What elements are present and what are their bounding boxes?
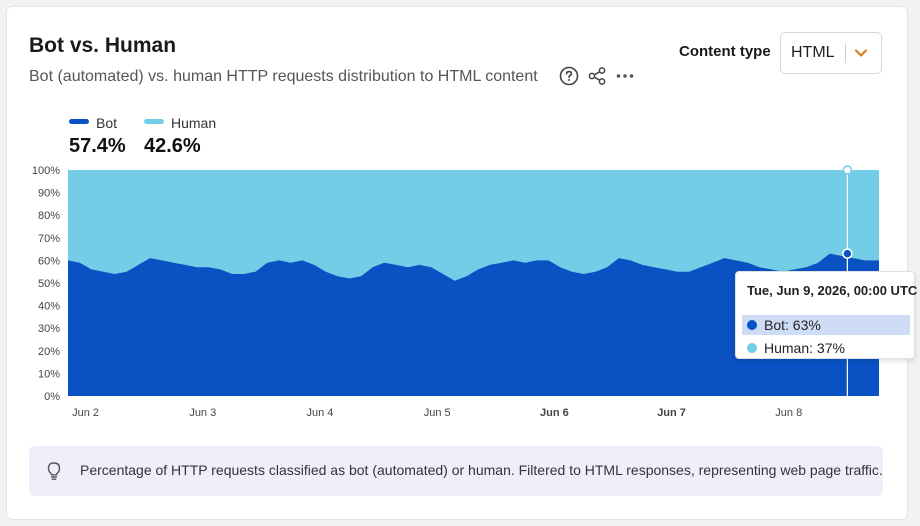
question-circle-icon[interactable] [558, 65, 580, 87]
content-type-select[interactable]: HTML [780, 32, 882, 74]
x-tick-label: Jun 2 [72, 407, 99, 419]
bot-area [68, 253, 879, 396]
legend-item-human[interactable]: Human 42.6% [144, 115, 217, 157]
legend-swatch-human [144, 119, 164, 125]
subtitle-actions [558, 65, 636, 87]
bot-human-area-chart[interactable]: 0% 10% 20% 30% 40% 50% 60% 70% 80% 90% 100% Jun 2 Ju… [7, 7, 907, 427]
x-tick-label: Jun 8 [775, 407, 802, 419]
tooltip-value-bot: Bot: 63% [764, 317, 821, 333]
y-tick-label: 90% [38, 188, 60, 200]
y-tick-label: 10% [38, 368, 60, 380]
legend-label-bot: Bot [96, 115, 118, 131]
x-tick-label: Jun 3 [189, 407, 216, 419]
info-note-text: Percentage of HTTP requests classified a… [80, 462, 883, 478]
content-type-value: HTML [791, 44, 835, 61]
y-tick-label: 70% [38, 233, 60, 245]
bot-vs-human-card: Bot vs. Human Bot (automated) vs. human … [6, 6, 917, 520]
x-tick-label: Jun 7 [657, 407, 686, 419]
x-tick-label: Jun 4 [307, 407, 334, 419]
lightbulb-icon [45, 461, 63, 486]
y-tick-label: 100% [32, 165, 60, 177]
legend-item-bot[interactable]: Bot 57.4% [69, 115, 126, 157]
legend-value-bot: 57.4% [69, 135, 126, 157]
hover-marker-bot [842, 248, 853, 259]
legend-swatch-bot [69, 119, 89, 125]
legend-value-human: 42.6% [144, 135, 201, 157]
content-type-label: Content type [679, 43, 771, 60]
card-subtitle: Bot (automated) vs. human HTTP requests … [29, 68, 538, 85]
select-divider [845, 43, 846, 63]
legend-label-human: Human [171, 115, 217, 131]
x-tick-label: Jun 5 [424, 407, 451, 419]
tooltip-dot-bot [747, 320, 757, 330]
tooltip-dot-human [747, 343, 757, 353]
y-tick-label: 20% [38, 346, 60, 358]
y-tick-label: 80% [38, 210, 60, 222]
info-note: Percentage of HTTP requests classified a… [29, 446, 883, 496]
y-tick-label: 0% [44, 391, 60, 403]
hover-marker-human [842, 165, 853, 175]
chevron-down-icon [854, 48, 868, 58]
x-tick-label: Jun 6 [540, 407, 569, 419]
tooltip-row-bot: Bot: 63% [742, 315, 910, 335]
tooltip-value-human: Human: 37% [764, 340, 845, 356]
tooltip-row-human: Human: 37% [742, 338, 910, 358]
share-icon[interactable] [586, 65, 608, 87]
y-tick-label: 30% [38, 323, 60, 335]
y-tick-label: 50% [38, 278, 60, 290]
tooltip-title: Tue, Jun 9, 2026, 00:00 UTC [747, 283, 918, 298]
card-title: Bot vs. Human [29, 34, 177, 57]
y-tick-label: 60% [38, 255, 60, 267]
y-tick-label: 40% [38, 301, 60, 313]
chart-tooltip: Tue, Jun 9, 2026, 00:00 UTC Bot: 63% Hum… [735, 271, 918, 359]
more-horizontal-icon[interactable] [614, 65, 636, 87]
